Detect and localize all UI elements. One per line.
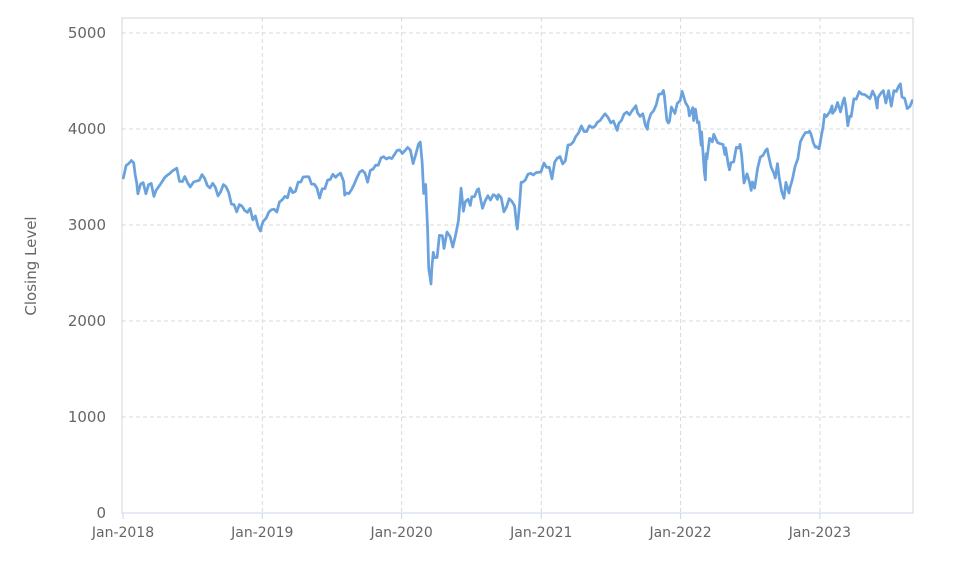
x-axis — [122, 512, 913, 519]
y-tick-label: 0 — [96, 504, 106, 522]
x-tick-label: Jan-2020 — [369, 525, 432, 541]
x-tick-label: Jan-2022 — [648, 525, 711, 541]
y-tick-label: 1000 — [68, 408, 106, 426]
x-tick-label: Jan-2021 — [509, 525, 572, 541]
x-tick-label: Jan-2019 — [230, 525, 293, 541]
y-tick-label: 2000 — [68, 312, 106, 330]
plot-border — [121, 17, 914, 514]
y-tick-label: 5000 — [68, 24, 106, 42]
gridlines — [122, 18, 913, 513]
y-axis-title: Closing Level — [22, 216, 40, 315]
y-axis-tick-labels: 0 1000 2000 3000 4000 5000 — [68, 24, 106, 522]
x-axis-tick-labels: Jan-2018 Jan-2019 Jan-2020 Jan-2021 Jan-2022… — [91, 525, 851, 541]
y-tick-label: 3000 — [68, 216, 106, 234]
x-tick-label: Jan-2018 — [91, 525, 154, 541]
series-line-closing-level — [122, 82, 913, 286]
y-tick-label: 4000 — [68, 120, 106, 138]
x-tick-label: Jan-2023 — [788, 525, 851, 541]
